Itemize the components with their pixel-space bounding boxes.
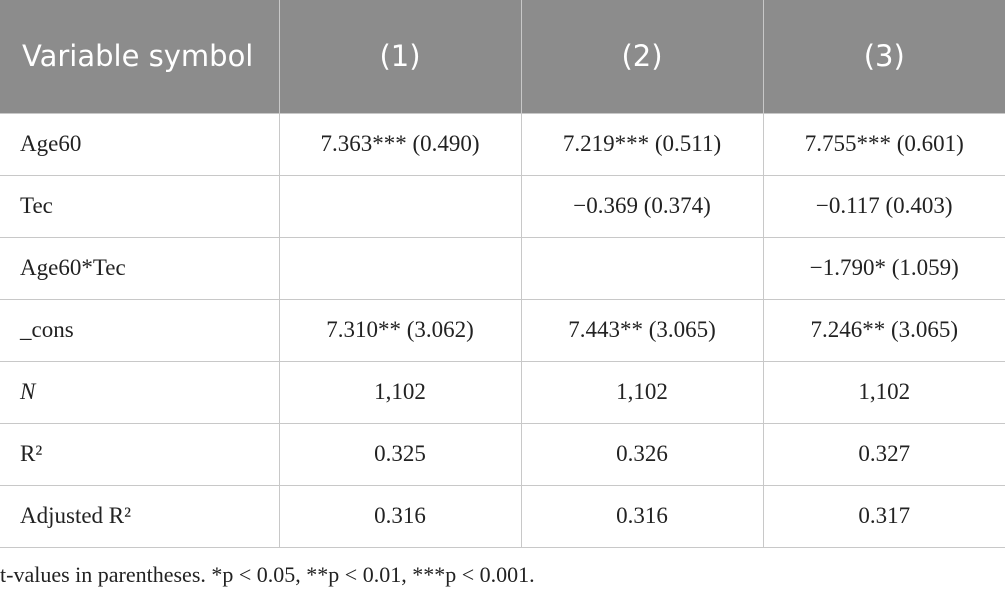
- cell: 1,102: [278, 360, 522, 424]
- cell: [278, 236, 522, 300]
- table-row: R² 0.325 0.326 0.327: [0, 422, 1005, 486]
- cell: [278, 174, 522, 238]
- row-label: Tec: [0, 174, 280, 238]
- cell: 7.219*** (0.511): [520, 112, 764, 176]
- header-cell: (1): [279, 0, 522, 113]
- table-row: Tec −0.369 (0.374) −0.117 (0.403): [0, 174, 1005, 238]
- header-cell: (2): [521, 0, 764, 113]
- cell: 1,102: [520, 360, 764, 424]
- cell: 0.326: [520, 422, 764, 486]
- table-row: N 1,102 1,102 1,102: [0, 360, 1005, 424]
- cell: 0.325: [278, 422, 522, 486]
- cell: 0.327: [762, 422, 1005, 486]
- regression-table: Variable symbol (1) (2) (3) Age60 7.363*** (…: [0, 0, 1005, 548]
- table-row: Age60*Tec −1.790* (1.059): [0, 236, 1005, 300]
- cell: 0.316: [520, 484, 764, 548]
- row-label: R²: [0, 422, 280, 486]
- cell: −1.790* (1.059): [762, 236, 1005, 300]
- cell: 7.443** (3.065): [520, 298, 764, 362]
- cell: 7.755*** (0.601): [762, 112, 1005, 176]
- header-cell: Variable symbol: [0, 0, 280, 113]
- table-row: Adjusted R² 0.316 0.316 0.317: [0, 484, 1005, 548]
- cell: [520, 236, 764, 300]
- header-cell: (3): [763, 0, 1005, 113]
- cell: 7.310** (3.062): [278, 298, 522, 362]
- row-label: Age60: [0, 112, 280, 176]
- row-label: _cons: [0, 298, 280, 362]
- cell: 0.316: [278, 484, 522, 548]
- cell: 1,102: [762, 360, 1005, 424]
- row-label: Age60*Tec: [0, 236, 280, 300]
- cell: −0.117 (0.403): [762, 174, 1005, 238]
- footnote: t-values in parentheses. *p < 0.05, **p …: [0, 562, 535, 587]
- table-body: Age60 7.363*** (0.490) 7.219*** (0.511) 7.7…: [0, 112, 1005, 548]
- row-label: Adjusted R²: [0, 484, 280, 548]
- table-row: Age60 7.363*** (0.490) 7.219*** (0.511) 7.7…: [0, 112, 1005, 176]
- table-row: _cons 7.310** (3.062) 7.443** (3.065) 7.246…: [0, 298, 1005, 362]
- header-row: Variable symbol (1) (2) (3): [0, 0, 1005, 113]
- row-label: N: [0, 360, 280, 424]
- cell: 0.317: [762, 484, 1005, 548]
- cell: 7.246** (3.065): [762, 298, 1005, 362]
- cell: 7.363*** (0.490): [278, 112, 522, 176]
- cell: −0.369 (0.374): [520, 174, 764, 238]
